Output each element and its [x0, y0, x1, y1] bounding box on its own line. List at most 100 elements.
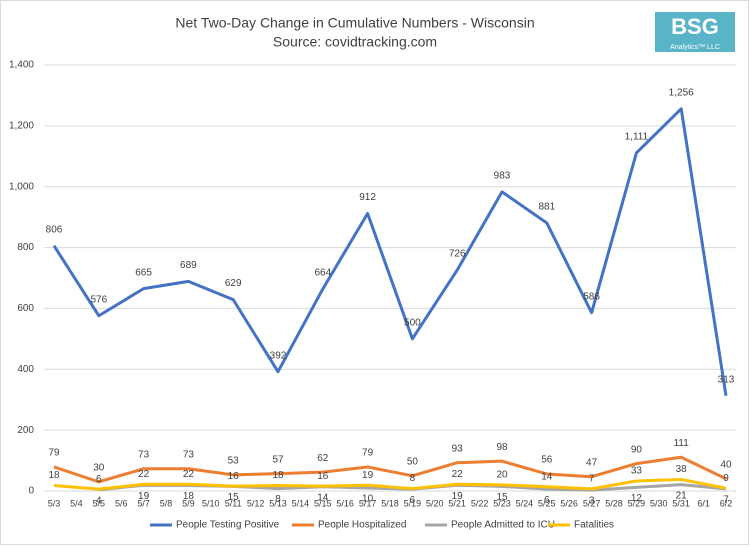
data-label: 6	[96, 474, 102, 485]
data-label: 79	[48, 448, 60, 459]
data-label: 15	[228, 492, 240, 503]
x-tick-label: 5/29	[628, 498, 646, 508]
data-label: 90	[631, 444, 643, 455]
y-tick-label: 800	[17, 242, 34, 253]
data-label: 500	[404, 317, 421, 328]
data-label: 73	[183, 449, 195, 460]
y-tick-label: 0	[28, 486, 34, 497]
x-tick-label: 5/6	[115, 498, 128, 508]
x-tick-label: 5/28	[605, 498, 623, 508]
data-label: 3	[589, 496, 595, 507]
data-label: 8	[410, 473, 416, 484]
data-label: 1,256	[669, 87, 694, 98]
data-label: 14	[541, 471, 553, 482]
data-label: 47	[586, 457, 598, 468]
series-line	[53, 455, 727, 484]
x-tick-label: 5/26	[560, 498, 578, 508]
x-tick-label: 5/22	[471, 498, 489, 508]
data-label: 7	[723, 495, 729, 506]
x-tick-label: 5/18	[381, 498, 399, 508]
legend-label: People Admitted to ICU	[451, 520, 555, 531]
data-label: 689	[180, 260, 197, 271]
y-tick-label: 1,000	[9, 181, 34, 192]
logo-text: BSG	[671, 14, 719, 39]
y-tick-label: 200	[17, 425, 34, 436]
x-tick-label: 5/13	[269, 498, 287, 508]
y-tick-label: 400	[17, 364, 34, 375]
y-tick-label: 1,200	[9, 120, 34, 131]
x-tick-label: 5/25	[538, 498, 556, 508]
data-label: 664	[314, 268, 331, 279]
data-label: 912	[359, 192, 376, 203]
data-label: 57	[272, 454, 284, 465]
x-tick-label: 5/4	[70, 498, 83, 508]
data-label: 14	[317, 492, 329, 503]
x-tick-label: 5/24	[516, 498, 534, 508]
x-tick-label: 5/16	[336, 498, 354, 508]
data-label: 586	[583, 291, 600, 302]
data-label: 33	[631, 466, 643, 477]
x-tick-label: 5/11	[225, 498, 242, 508]
x-tick-label: 5/9	[182, 498, 195, 508]
x-tick-label: 5/5	[93, 498, 106, 508]
data-label: 53	[228, 456, 240, 467]
data-label: 16	[317, 471, 329, 482]
data-label: 73	[138, 449, 150, 460]
data-label: 19	[362, 470, 374, 481]
data-label: 19	[138, 491, 150, 502]
data-label: 806	[46, 224, 63, 235]
x-tick-label: 5/21	[448, 498, 466, 508]
data-label: 93	[452, 443, 464, 454]
data-label: 392	[270, 350, 287, 361]
x-tick-label: 5/7	[137, 498, 150, 508]
x-tick-label: 5/3	[48, 498, 61, 508]
x-tick-label: 5/17	[359, 498, 377, 508]
data-label: 10	[362, 494, 374, 505]
x-tick-label: 5/10	[202, 498, 220, 508]
data-label: 56	[541, 455, 553, 466]
chart-subtitle: Source: covidtracking.com	[273, 34, 437, 50]
chart-title: Net Two-Day Change in Cumulative Numbers…	[175, 15, 534, 31]
data-label: 111	[674, 438, 690, 449]
x-tick-label: 5/15	[314, 498, 332, 508]
data-label: 22	[183, 469, 195, 480]
data-label: 22	[452, 469, 464, 480]
series-line	[52, 107, 728, 396]
data-label: 16	[228, 471, 240, 482]
data-label: 881	[538, 202, 555, 213]
data-label: 18	[272, 470, 284, 481]
data-label: 4	[96, 495, 102, 506]
x-tick-label: 6/1	[697, 498, 710, 508]
data-label: 12	[631, 493, 643, 504]
data-label: 22	[138, 469, 150, 480]
data-label: 20	[496, 470, 508, 481]
data-label: 18	[183, 491, 195, 502]
data-label: 983	[494, 171, 511, 182]
x-tick-label: 5/27	[583, 498, 601, 508]
x-tick-label: 6/2	[720, 498, 733, 508]
data-label: 50	[407, 456, 419, 467]
data-label: 9	[723, 473, 729, 484]
x-tick-label: 5/12	[247, 498, 265, 508]
data-label: 40	[720, 459, 732, 470]
x-tick-label: 5/19	[404, 498, 422, 508]
data-label: 79	[362, 448, 374, 459]
data-label: 38	[676, 464, 688, 475]
data-label: 21	[676, 490, 688, 501]
data-label: 62	[317, 453, 329, 464]
data-label: 1,111	[625, 132, 649, 143]
x-tick-label: 5/14	[292, 498, 310, 508]
legend-label: People Hospitalized	[318, 520, 406, 531]
legend-label: Fatalities	[574, 520, 614, 531]
logo: BSG Analytics™ LLC	[655, 12, 735, 52]
data-label: 313	[718, 374, 735, 385]
data-label: 576	[90, 294, 107, 305]
x-tick-label: 5/31	[672, 498, 690, 508]
series-line	[53, 477, 727, 491]
data-label: 6	[544, 495, 550, 506]
data-label: 15	[496, 492, 508, 503]
x-tick-label: 5/30	[650, 498, 668, 508]
data-label: 7	[589, 474, 595, 485]
